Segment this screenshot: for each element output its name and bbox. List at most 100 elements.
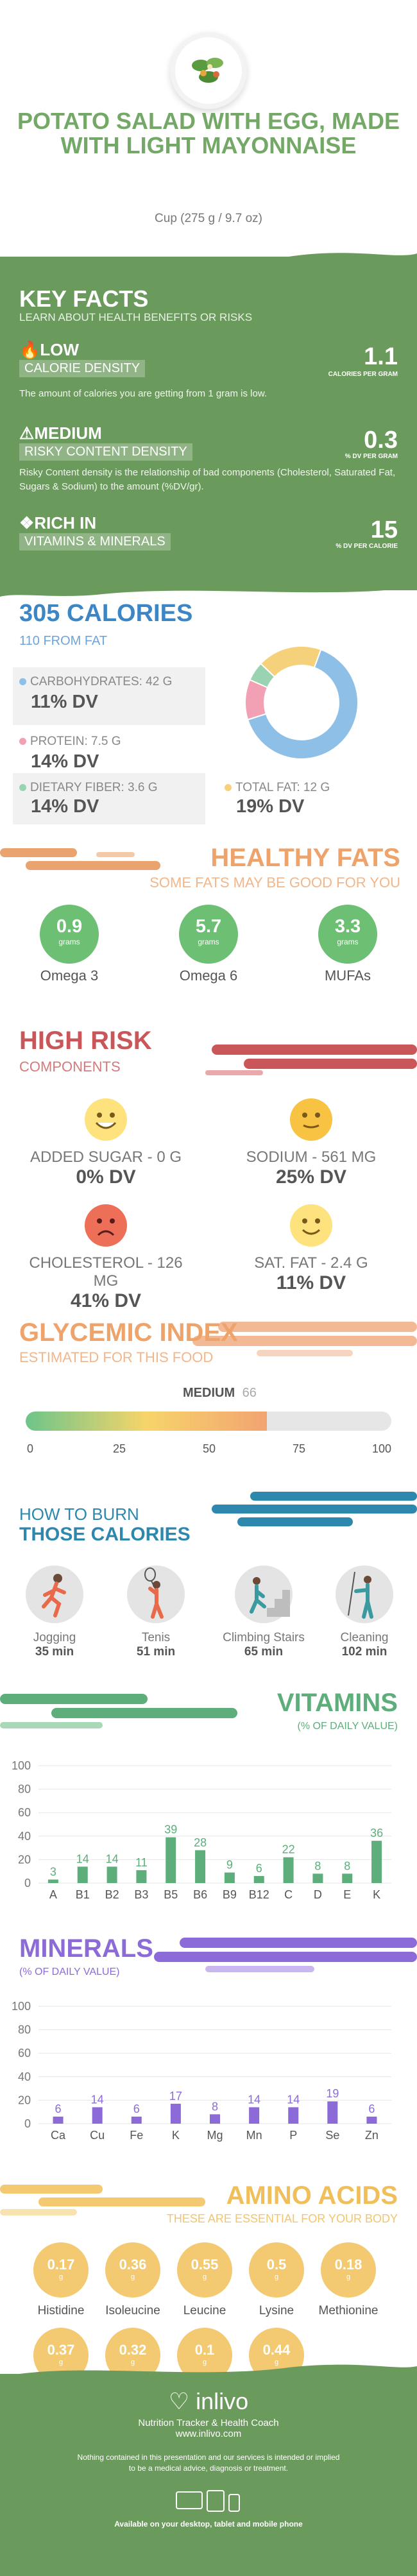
amino-unit: g <box>58 2273 64 2281</box>
flame-icon: 🔥LOW <box>19 340 80 359</box>
mineral-y-tick: 80 <box>18 2024 31 2036</box>
key-fact-description: The amount of calories you are getting f… <box>19 388 268 399</box>
vitamins-bar-chart: 100 80 60 40 20 0 3 A 14 B1 14 B2 11 B3 39 B5 28 B6 9 B9 6 B1… <box>12 1759 391 1901</box>
mineral-bar-Mn <box>249 2107 260 2124</box>
vitamin-x-label: A <box>49 1888 57 1901</box>
nutrient-carbs: CARBOHYDRATES: 42 g 11% DV <box>13 667 205 725</box>
mineral-x-label: Cu <box>90 2129 105 2142</box>
jogging-icon <box>26 1565 83 1623</box>
footer-tagline: Nutrition Tracker & Health Coach <box>138 2418 279 2428</box>
minerals-subtitle: (% OF DAILY VALUE) <box>19 1966 120 1977</box>
mineral-x-label: Mn <box>246 2129 262 2142</box>
risk-label: SAT. FAT - 2.4 g <box>254 1254 368 1272</box>
key-fact-level: RICH IN <box>34 513 97 533</box>
activity-minutes: 102 min <box>341 1645 387 1659</box>
amino-acid-item: 0.36 g Isoleucine <box>91 2242 174 2318</box>
vitamin-x-label: B12 <box>249 1888 269 1901</box>
key-fact-value: 1.1 <box>364 343 398 370</box>
nutrient-dv: 14% DV <box>31 751 99 772</box>
high-risk-title: HIGH RISK <box>19 1027 152 1055</box>
footer-available: Available on your desktop, tablet and mo… <box>114 2520 303 2529</box>
fat-value: 5.7 <box>195 916 222 937</box>
glycemic-value: 66 <box>242 1386 257 1400</box>
key-fact-label: RISKY CONTENT DENSITY <box>19 443 192 461</box>
risk-dv: 11% DV <box>276 1272 346 1293</box>
vitamin-x-label: B1 <box>76 1888 90 1901</box>
nutrient-dv: 19% DV <box>236 796 305 817</box>
activity-minutes: 35 min <box>35 1645 74 1659</box>
mineral-bar-Fe <box>131 2117 142 2124</box>
amino-name: Leucine <box>183 2304 226 2317</box>
fat-omega3: 0.9 grams Omega 3 <box>37 905 101 984</box>
vitamin-bar-value: 8 <box>344 1859 350 1872</box>
mineral-x-label: Zn <box>365 2129 379 2142</box>
amino-value: 0.37 <box>47 2342 75 2358</box>
activity-name: Climbing Stairs <box>223 1631 305 1644</box>
risk-label: ADDED SUGAR - 0 g <box>30 1148 182 1166</box>
glycemic-bar-fill <box>26 1412 268 1431</box>
vitamin-bar-B9 <box>224 1872 235 1883</box>
vitamin-y-tick: 0 <box>24 1877 31 1889</box>
mineral-y-tick: 40 <box>18 2070 31 2083</box>
activity-tenis: Tenis 51 min <box>114 1553 198 1659</box>
key-fact-level: LOW <box>40 340 80 359</box>
nutrient-fiber: DIETARY FIBER: 3.6 g 14% DV <box>13 773 205 824</box>
footer-url[interactable]: www.inlivo.com <box>175 2428 242 2439</box>
mineral-bar-value: 6 <box>55 2103 62 2115</box>
mineral-x-label: Se <box>325 2129 339 2142</box>
amino-unit: g <box>274 2273 279 2281</box>
activity-name: Jogging <box>33 1631 76 1644</box>
risk-cholesterol: CHOLESTEROL - 126 mg 41% DV <box>19 1203 192 1312</box>
amino-name: Methionine <box>318 2304 379 2317</box>
mineral-bar-value: 14 <box>287 2093 300 2106</box>
mineral-y-tick: 0 <box>24 2117 31 2130</box>
key-fact-value: 0.3 <box>364 427 398 454</box>
key-facts-section <box>0 257 417 590</box>
mineral-bar-Ca <box>53 2117 64 2124</box>
activity-minutes: 51 min <box>136 1645 176 1659</box>
nutrient-protein: PROTEIN: 7.5 g 14% DV <box>13 728 205 780</box>
mineral-bar-K <box>170 2103 181 2124</box>
cleaning-icon <box>336 1565 393 1623</box>
mineral-y-tick: 100 <box>12 2000 31 2013</box>
vitamin-x-label: K <box>373 1888 380 1901</box>
glycemic-tick: 50 <box>203 1442 216 1455</box>
glycemic-decor-stripes <box>192 1322 417 1356</box>
heart-icon: ♡ <box>168 2388 190 2414</box>
mineral-bar-value: 6 <box>133 2103 140 2115</box>
legend-dot <box>19 738 26 745</box>
activity-stairs: Climbing Stairs 65 min <box>216 1565 312 1659</box>
activity-cleaning: Cleaning 102 min <box>323 1565 406 1659</box>
vitamin-y-tick: 80 <box>18 1783 31 1796</box>
amino-circle: 0.17 g <box>33 2242 89 2298</box>
stairs-icon <box>235 1565 293 1623</box>
amino-circle: 0.5 g <box>249 2242 304 2298</box>
amino-value: 0.55 <box>191 2256 219 2273</box>
high-risk-subtitle: COMPONENTS <box>19 1059 121 1075</box>
key-fact-level: MEDIUM <box>34 423 102 443</box>
mineral-bar-value: 14 <box>248 2093 260 2106</box>
smile-face-icon <box>290 1204 332 1247</box>
amino-value: 0.18 <box>334 2256 362 2273</box>
fat-circle: 0.9 grams <box>40 905 99 964</box>
fat-unit: grams <box>198 937 219 946</box>
amino-unit: g <box>346 2273 351 2281</box>
fat-name: MUFAs <box>324 968 371 984</box>
vitamin-bar-value: 9 <box>226 1859 233 1872</box>
nutrient-label: PROTEIN: 7.5 g <box>30 735 121 748</box>
fat-name: Omega 6 <box>179 968 238 984</box>
amino-circle: 0.55 g <box>177 2242 232 2298</box>
mineral-x-label: K <box>172 2129 180 2142</box>
vitamin-bar-E <box>342 1873 353 1883</box>
vitamins-icon: ❖RICH IN <box>19 513 97 533</box>
risk-dv: 41% DV <box>70 1290 142 1311</box>
devices-icon <box>0 2488 417 2517</box>
fat-unit: grams <box>58 937 80 946</box>
vitamin-bar-A <box>47 1879 58 1883</box>
amino-unit: g <box>274 2358 279 2366</box>
amino-acid-item: 0.5 g Lysine <box>235 2242 318 2318</box>
mineral-x-label: P <box>289 2129 297 2142</box>
tennis-icon <box>127 1565 185 1623</box>
key-fact-risky-density: ⚠MEDIUM RISKY CONTENT DENSITY <box>19 423 192 461</box>
